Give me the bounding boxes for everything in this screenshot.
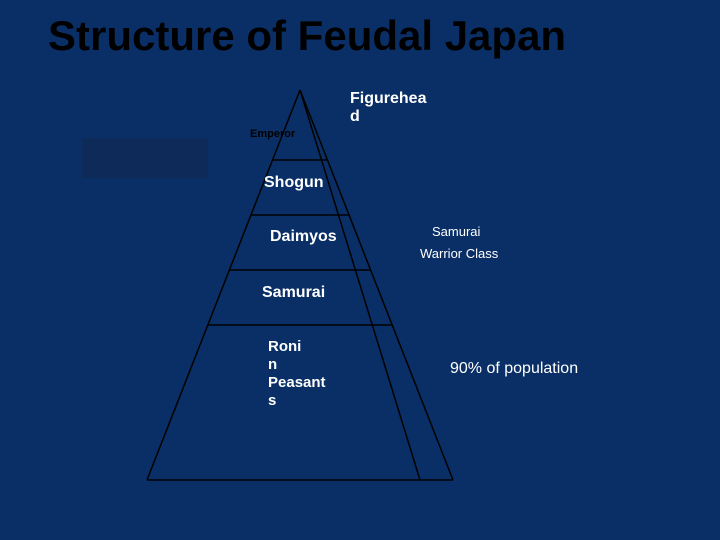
annotation-warrior-class: Warrior Class	[420, 246, 498, 261]
slide-title: Structure of Feudal Japan	[48, 12, 566, 60]
tier-label-peasants-line2: s	[268, 392, 276, 409]
tier-label-peasants-line1: Peasant	[268, 374, 326, 391]
annotation-samurai: Samurai	[432, 224, 480, 239]
slide: Structure of Feudal Japan Emperor Shogun…	[0, 0, 720, 540]
tier-label-ronin-line1: Roni	[268, 338, 301, 355]
tier-label-samurai: Samurai	[262, 284, 325, 302]
tier-label-shogun: Shogun	[264, 174, 324, 192]
annotation-figurehead-line1: Figurehea	[350, 90, 426, 108]
annotation-ninety-percent: 90% of population	[450, 360, 578, 378]
tier-label-daimyos: Daimyos	[270, 228, 337, 246]
annotation-figurehead-line2: d	[350, 108, 360, 126]
tier-label-emperor: Emperor	[250, 128, 295, 140]
tier-label-ronin-line2: n	[268, 356, 277, 373]
